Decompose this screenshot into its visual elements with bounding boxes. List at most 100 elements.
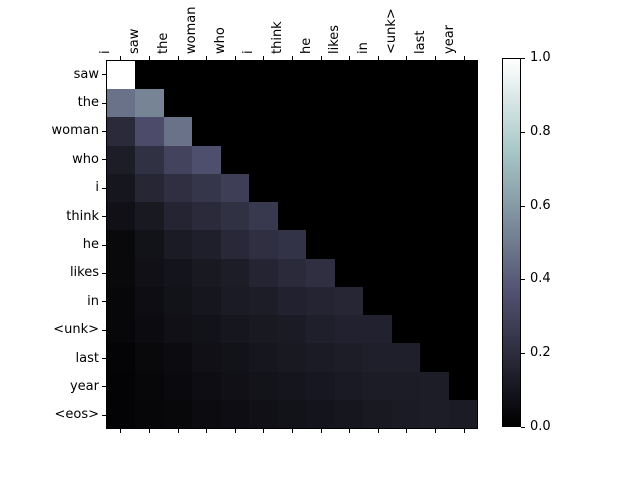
x-tick-label: i — [98, 50, 114, 54]
x-tick-label: <unk> — [384, 8, 400, 54]
heatmap-cell — [192, 117, 221, 146]
y-tick-mark — [102, 386, 106, 388]
heatmap-cell — [391, 371, 421, 400]
heatmap-cell — [391, 286, 421, 316]
heatmap-cell — [334, 202, 364, 231]
heatmap-cell — [420, 371, 449, 400]
colorbar-tick-mark — [521, 58, 525, 59]
heatmap-cell — [135, 230, 164, 259]
heatmap-cell — [448, 61, 477, 90]
heatmap-cell — [249, 145, 278, 174]
x-tick-mark — [263, 429, 265, 433]
y-tick-label: the — [77, 95, 99, 111]
heatmap-cell — [448, 258, 477, 287]
heatmap-cell — [277, 202, 307, 231]
heatmap-cell — [163, 399, 193, 428]
x-tick-mark — [406, 429, 408, 433]
heatmap-cell — [306, 145, 335, 174]
heatmap-cell — [363, 230, 392, 259]
heatmap-cell — [192, 286, 221, 316]
heatmap-cell — [249, 117, 278, 146]
heatmap-cell — [220, 89, 250, 118]
x-tick-label: likes — [327, 24, 343, 54]
heatmap-cell — [277, 399, 307, 428]
x-tick-mark — [206, 429, 208, 433]
x-tick-mark — [148, 56, 150, 60]
heatmap-cell — [391, 399, 421, 428]
y-tick-mark — [102, 216, 106, 218]
heatmap-cell — [334, 343, 364, 372]
x-tick-mark — [406, 56, 408, 60]
heatmap-cell — [448, 117, 477, 146]
heatmap-cell — [135, 343, 164, 372]
colorbar-tick-label: 1.0 — [530, 50, 551, 65]
y-tick-mark — [102, 159, 106, 161]
heatmap-cell — [249, 173, 278, 203]
heatmap-cell — [448, 145, 477, 174]
heatmap-cell — [448, 315, 477, 344]
y-tick-label: <eos> — [54, 407, 99, 423]
heatmap-cell — [306, 173, 335, 203]
y-tick-mark — [102, 130, 106, 132]
x-tick-mark — [320, 429, 322, 433]
heatmap-cell — [135, 117, 164, 146]
heatmap-cell — [192, 173, 221, 203]
y-tick-mark — [102, 358, 106, 360]
colorbar-tick-label: 0.4 — [530, 271, 551, 287]
heatmap-cell — [192, 399, 221, 428]
heatmap-cell — [249, 89, 278, 118]
heatmap-cell — [135, 286, 164, 316]
x-tick-label: in — [355, 42, 371, 54]
heatmap-cell — [391, 173, 421, 203]
heatmap-cell — [448, 399, 477, 428]
heatmap-cell — [163, 61, 193, 90]
heatmap-cell — [306, 117, 335, 146]
colorbar-tick-mark — [521, 353, 525, 355]
heatmap-cell — [277, 371, 307, 400]
heatmap-cell — [107, 89, 136, 118]
y-tick-label: think — [66, 208, 99, 224]
heatmap-cell — [107, 258, 136, 287]
heatmap-cell — [306, 315, 335, 344]
colorbar — [502, 58, 521, 427]
heatmap-cell — [334, 117, 364, 146]
heatmap-cell — [306, 286, 335, 316]
heatmap-cell — [107, 145, 136, 174]
heatmap-cell — [163, 315, 193, 344]
heatmap-cell — [306, 399, 335, 428]
heatmap-cell — [391, 230, 421, 259]
heatmap-cell — [306, 61, 335, 90]
y-tick-mark — [102, 272, 106, 274]
y-tick-mark — [102, 74, 106, 76]
heatmap-cell — [306, 343, 335, 372]
heatmap-cell — [135, 173, 164, 203]
heatmap-cell — [391, 258, 421, 287]
x-tick-mark — [349, 429, 351, 433]
heatmap-cell — [334, 258, 364, 287]
heatmap-cell — [448, 286, 477, 316]
heatmap-cell — [277, 286, 307, 316]
x-tick-mark — [263, 56, 265, 60]
heatmap-cell — [363, 145, 392, 174]
x-tick-mark — [206, 56, 208, 60]
y-tick-label: he — [82, 237, 99, 252]
heatmap-cell — [420, 286, 449, 316]
heatmap-cell — [249, 286, 278, 316]
heatmap-cell — [163, 117, 193, 146]
heatmap-cell — [249, 202, 278, 231]
heatmap-cell — [277, 315, 307, 344]
y-tick-label: last — [75, 350, 99, 366]
heatmap-cell — [163, 202, 193, 231]
heatmap-cell — [220, 145, 250, 174]
heatmap-cell — [420, 202, 449, 231]
heatmap-cell — [334, 145, 364, 174]
heatmap-cell — [192, 230, 221, 259]
heatmap-cell — [334, 286, 364, 316]
heatmap-cell — [391, 61, 421, 90]
heatmap-cell — [334, 61, 364, 90]
heatmap-cell — [448, 230, 477, 259]
x-tick-mark — [177, 429, 179, 433]
x-tick-label: saw — [126, 28, 142, 54]
heatmap-cell — [220, 399, 250, 428]
